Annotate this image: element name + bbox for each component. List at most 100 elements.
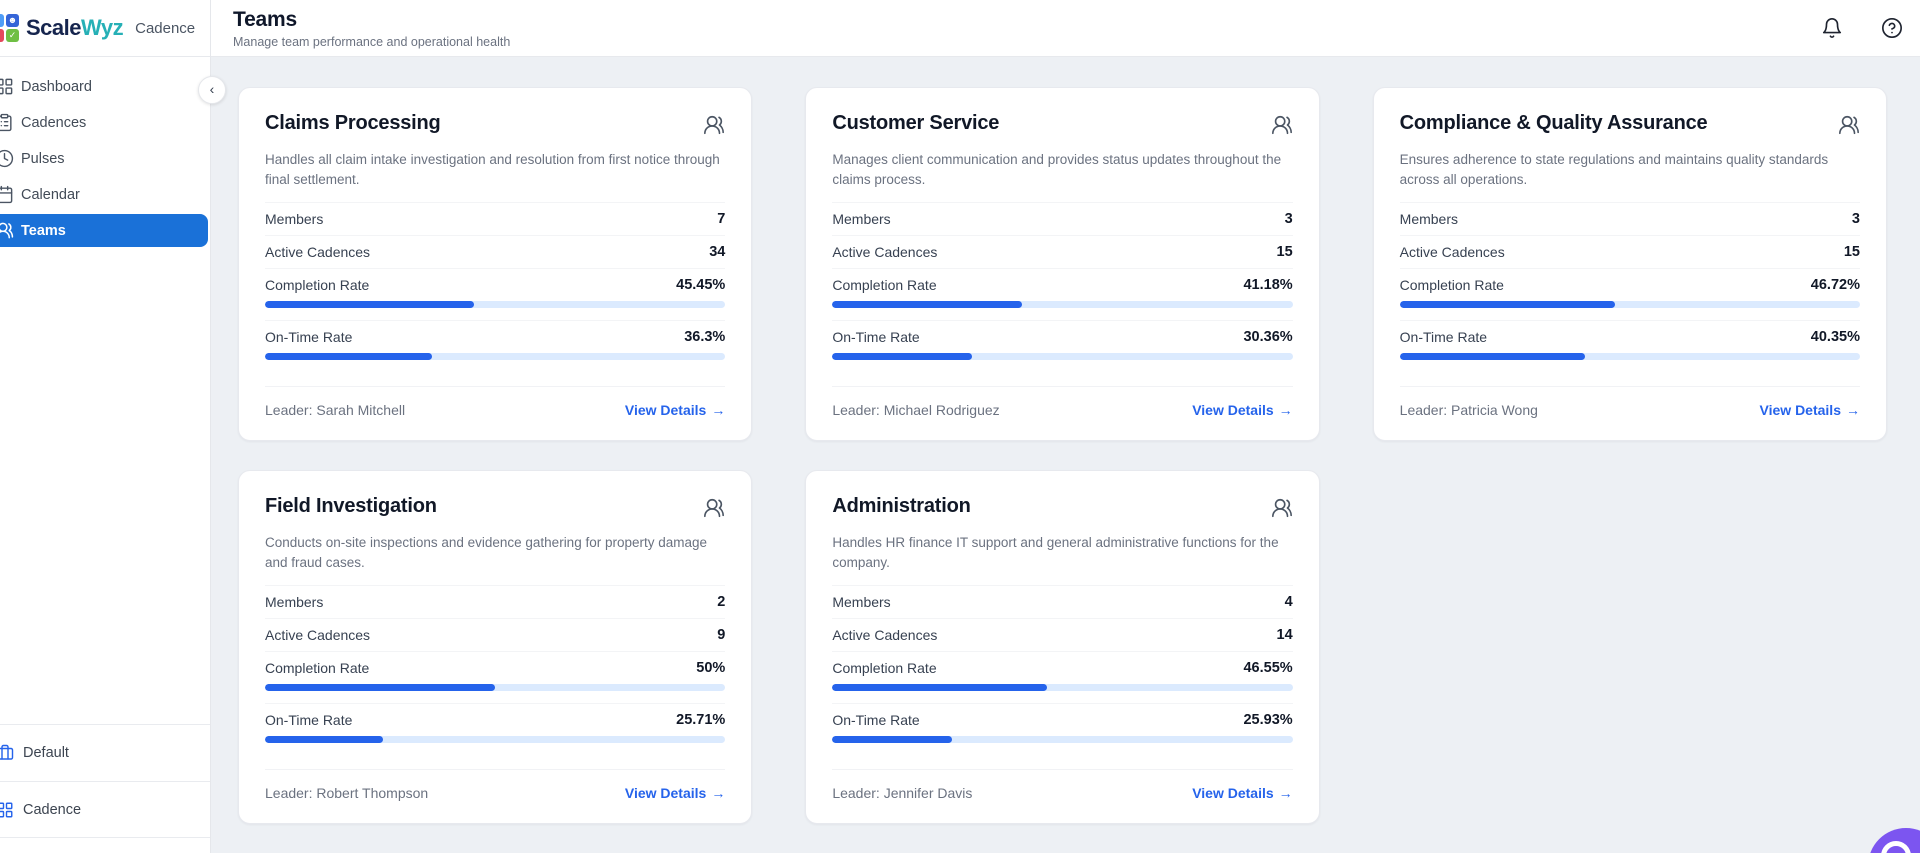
completion-rate-bar	[265, 684, 726, 691]
active-cadences-label: Active Cadences	[832, 244, 938, 260]
members-row: Members 3	[1399, 202, 1860, 235]
on-time-rate-bar	[1399, 353, 1860, 360]
on-time-rate-bar	[265, 736, 726, 743]
team-description: Ensures adherence to state regulations a…	[1399, 152, 1829, 187]
view-details-link[interactable]: View Details →	[1760, 402, 1860, 418]
team-leader: Leader: Jennifer Davis	[832, 785, 973, 801]
teams-grid: Claims Processing Handles all claim inta…	[238, 87, 1887, 824]
help-icon[interactable]	[1880, 16, 1904, 40]
sidebar-item-dashboard[interactable]: Dashboard	[0, 70, 208, 103]
clock-icon	[0, 149, 14, 168]
arrow-right-icon: →	[1278, 402, 1293, 418]
active-cadences-label: Active Cadences	[832, 627, 938, 643]
sidebar-item-calendar[interactable]: Calendar	[0, 178, 208, 211]
members-value: 3	[1284, 211, 1293, 227]
clipboard-icon	[0, 113, 14, 132]
sidebar-item-label: Pulses	[21, 150, 65, 167]
active-cadences-label: Active Cadences	[265, 244, 371, 260]
members-value: 4	[1284, 594, 1293, 610]
on-time-rate-label: On-Time Rate	[832, 712, 920, 728]
completion-rate-value: 45.45%	[676, 277, 726, 293]
users-icon	[1271, 114, 1293, 141]
completion-rate-row: Completion Rate 50%	[265, 651, 726, 703]
notifications-bell-icon[interactable]	[1820, 16, 1844, 40]
sidebar-item-label: Cadence	[23, 801, 82, 818]
members-label: Members	[832, 211, 891, 227]
team-metrics: Members 3 Active Cadences 15 Completion …	[1399, 202, 1860, 372]
team-leader: Leader: Michael Rodriguez	[832, 402, 1000, 418]
arrow-right-icon: →	[711, 785, 726, 801]
members-row: Members 7	[265, 202, 726, 235]
completion-rate-row: Completion Rate 46.72%	[1399, 268, 1860, 320]
team-name: Compliance & Quality Assurance	[1399, 112, 1708, 134]
members-label: Members	[265, 594, 324, 610]
members-value: 7	[717, 211, 726, 227]
team-leader: Leader: Robert Thompson	[265, 785, 429, 801]
team-description: Handles HR finance IT support and genera…	[832, 535, 1279, 570]
active-cadences-value: 15	[1843, 244, 1860, 260]
on-time-rate-label: On-Time Rate	[832, 329, 920, 345]
view-details-link[interactable]: View Details →	[625, 785, 725, 801]
on-time-rate-row: On-Time Rate 36.3%	[265, 320, 726, 372]
team-metrics: Members 2 Active Cadences 9 Completion R…	[265, 585, 726, 755]
team-description: Manages client communication and provide…	[832, 152, 1282, 187]
on-time-rate-bar	[832, 736, 1293, 743]
members-label: Members	[832, 594, 891, 610]
sidebar-bottom: Default Cadence	[0, 724, 210, 838]
active-cadences-value: 34	[709, 244, 726, 260]
on-time-rate-row: On-Time Rate 30.36%	[832, 320, 1293, 372]
members-label: Members	[1399, 211, 1459, 227]
sidebar-nav: Dashboard Cadences Pulses Calendar Teams	[0, 70, 210, 247]
view-details-link[interactable]: View Details →	[625, 402, 725, 418]
sidebar-item-cadences[interactable]: Cadences	[0, 106, 208, 139]
arrow-right-icon: →	[1845, 402, 1860, 418]
completion-rate-row: Completion Rate 45.45%	[265, 268, 726, 320]
active-cadences-value: 15	[1276, 244, 1293, 260]
on-time-rate-label: On-Time Rate	[1399, 329, 1488, 345]
active-cadences-label: Active Cadences	[265, 627, 371, 643]
team-name: Customer Service	[832, 112, 1000, 134]
sidebar-item-default-org[interactable]: Default	[0, 724, 210, 781]
page-title: Teams	[233, 7, 297, 31]
team-metrics: Members 4 Active Cadences 14 Completion …	[832, 585, 1293, 755]
sidebar-item-teams[interactable]: Teams	[0, 214, 208, 247]
on-time-rate-value: 25.93%	[1243, 712, 1293, 728]
card-footer: Leader: Michael Rodriguez View Details →	[832, 386, 1293, 418]
active-cadences-row: Active Cadences 15	[1399, 235, 1860, 268]
page-header: Teams Manage team performance and operat…	[211, 0, 1920, 57]
sidebar-item-cadence-workspace[interactable]: Cadence	[0, 781, 210, 838]
team-metrics: Members 3 Active Cadences 15 Completion …	[832, 202, 1293, 372]
on-time-rate-label: On-Time Rate	[265, 329, 353, 345]
on-time-rate-value: 30.36%	[1243, 329, 1293, 345]
card-footer: Leader: Sarah Mitchell View Details →	[265, 386, 726, 418]
on-time-rate-bar	[265, 353, 726, 360]
active-cadences-label: Active Cadences	[1399, 244, 1505, 260]
sidebar-item-pulses[interactable]: Pulses	[0, 142, 208, 175]
completion-rate-value: 46.55%	[1243, 660, 1293, 676]
view-details-label: View Details	[624, 402, 707, 418]
members-row: Members 4	[832, 585, 1293, 618]
sidebar-item-label: Default	[23, 745, 69, 761]
active-cadences-value: 14	[1276, 627, 1293, 643]
team-description: Handles all claim intake investigation a…	[265, 152, 720, 187]
sidebar-collapse-button[interactable]: ‹	[198, 76, 226, 104]
workspace-label: Cadence	[135, 19, 196, 37]
completion-rate-value: 41.18%	[1243, 277, 1293, 293]
sidebar: ScaleWyz Cadence Dashboard Cadences Puls…	[0, 0, 211, 853]
team-card: Claims Processing Handles all claim inta…	[238, 87, 753, 441]
users-icon	[703, 497, 725, 524]
completion-rate-value: 46.72%	[1810, 277, 1860, 293]
on-time-rate-bar	[832, 353, 1293, 360]
completion-rate-row: Completion Rate 41.18%	[832, 268, 1293, 320]
card-footer: Leader: Jennifer Davis View Details →	[832, 769, 1293, 801]
briefcase-icon	[0, 744, 14, 762]
active-cadences-row: Active Cadences 34	[265, 235, 726, 268]
completion-rate-label: Completion Rate	[1399, 277, 1504, 293]
view-details-link[interactable]: View Details →	[1192, 402, 1292, 418]
active-cadences-row: Active Cadences 9	[265, 618, 726, 651]
sidebar-item-label: Cadences	[21, 114, 87, 131]
team-card: Customer Service Manages client communic…	[805, 87, 1320, 441]
completion-rate-bar	[832, 684, 1293, 691]
view-details-link[interactable]: View Details →	[1192, 785, 1292, 801]
active-cadences-row: Active Cadences 15	[832, 235, 1293, 268]
